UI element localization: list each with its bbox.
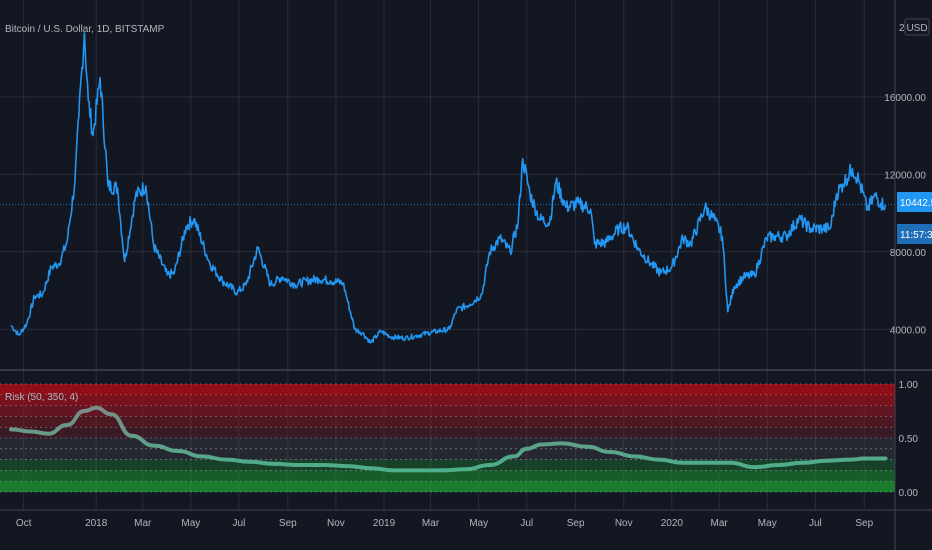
x-tick-label: Jul bbox=[809, 518, 822, 529]
x-tick-label: Jul bbox=[520, 518, 533, 529]
risk-band bbox=[0, 405, 895, 417]
risk-band bbox=[0, 427, 895, 438]
risk-band bbox=[0, 459, 895, 471]
x-tick-label: Sep bbox=[855, 518, 873, 529]
x-tick-label: Oct bbox=[16, 518, 32, 529]
risk-band bbox=[0, 384, 895, 395]
countdown-value: 11:57:38 bbox=[900, 230, 932, 241]
x-tick-label: Jul bbox=[233, 518, 246, 529]
price-line bbox=[10, 32, 887, 344]
price-tick-label: 16000.00 bbox=[884, 93, 926, 104]
price-tick-label: 8000.00 bbox=[890, 248, 927, 259]
x-tick-label: 2020 bbox=[661, 518, 684, 529]
x-tick-label: 2018 bbox=[85, 518, 108, 529]
risk-indicator-title: Risk (50, 350, 4) bbox=[5, 392, 78, 403]
top-axis-label: 2( bbox=[899, 23, 909, 34]
risk-band bbox=[0, 470, 895, 482]
x-tick-label: May bbox=[758, 518, 777, 529]
risk-tick-label: 0.00 bbox=[899, 488, 919, 499]
currency-button-label: USD bbox=[906, 23, 927, 34]
price-tick-label: 12000.00 bbox=[884, 170, 926, 181]
risk-line bbox=[9, 405, 888, 473]
risk-band bbox=[0, 416, 895, 428]
countdown-badge-bg bbox=[897, 224, 932, 244]
x-tick-label: Mar bbox=[711, 518, 729, 529]
currency-button[interactable]: USD bbox=[904, 18, 930, 36]
risk-band bbox=[0, 438, 895, 449]
risk-band bbox=[0, 448, 895, 460]
last-price-badge: 10442.56 bbox=[897, 192, 932, 212]
price-series bbox=[10, 32, 887, 344]
x-tick-label: May bbox=[181, 518, 200, 529]
risk-band bbox=[0, 481, 895, 492]
x-tick-label: Sep bbox=[567, 518, 585, 529]
x-tick-label: 2019 bbox=[373, 518, 396, 529]
x-tick-label: Nov bbox=[327, 518, 345, 529]
x-tick-label: Mar bbox=[422, 518, 440, 529]
x-tick-label: Nov bbox=[615, 518, 633, 529]
x-tick-label: Mar bbox=[134, 518, 152, 529]
grid-layer bbox=[0, 0, 895, 510]
x-tick-label: May bbox=[469, 518, 488, 529]
risk-tick-label: 1.00 bbox=[899, 380, 919, 391]
risk-series bbox=[9, 405, 888, 473]
symbol-title: Bitcoin / U.S. Dollar, 1D, BITSTAMP bbox=[5, 24, 165, 35]
last-price-badge-bg bbox=[897, 192, 932, 212]
currency-button-frame bbox=[904, 18, 930, 36]
countdown-badge: 11:57:38 bbox=[897, 224, 932, 244]
last-price-value: 10442.56 bbox=[900, 198, 932, 209]
price-tick-label: 4000.00 bbox=[890, 325, 927, 336]
risk-band bbox=[0, 394, 895, 406]
x-tick-label: Sep bbox=[279, 518, 297, 529]
risk-tick-label: 0.50 bbox=[899, 434, 919, 445]
risk-bands bbox=[0, 383, 895, 493]
